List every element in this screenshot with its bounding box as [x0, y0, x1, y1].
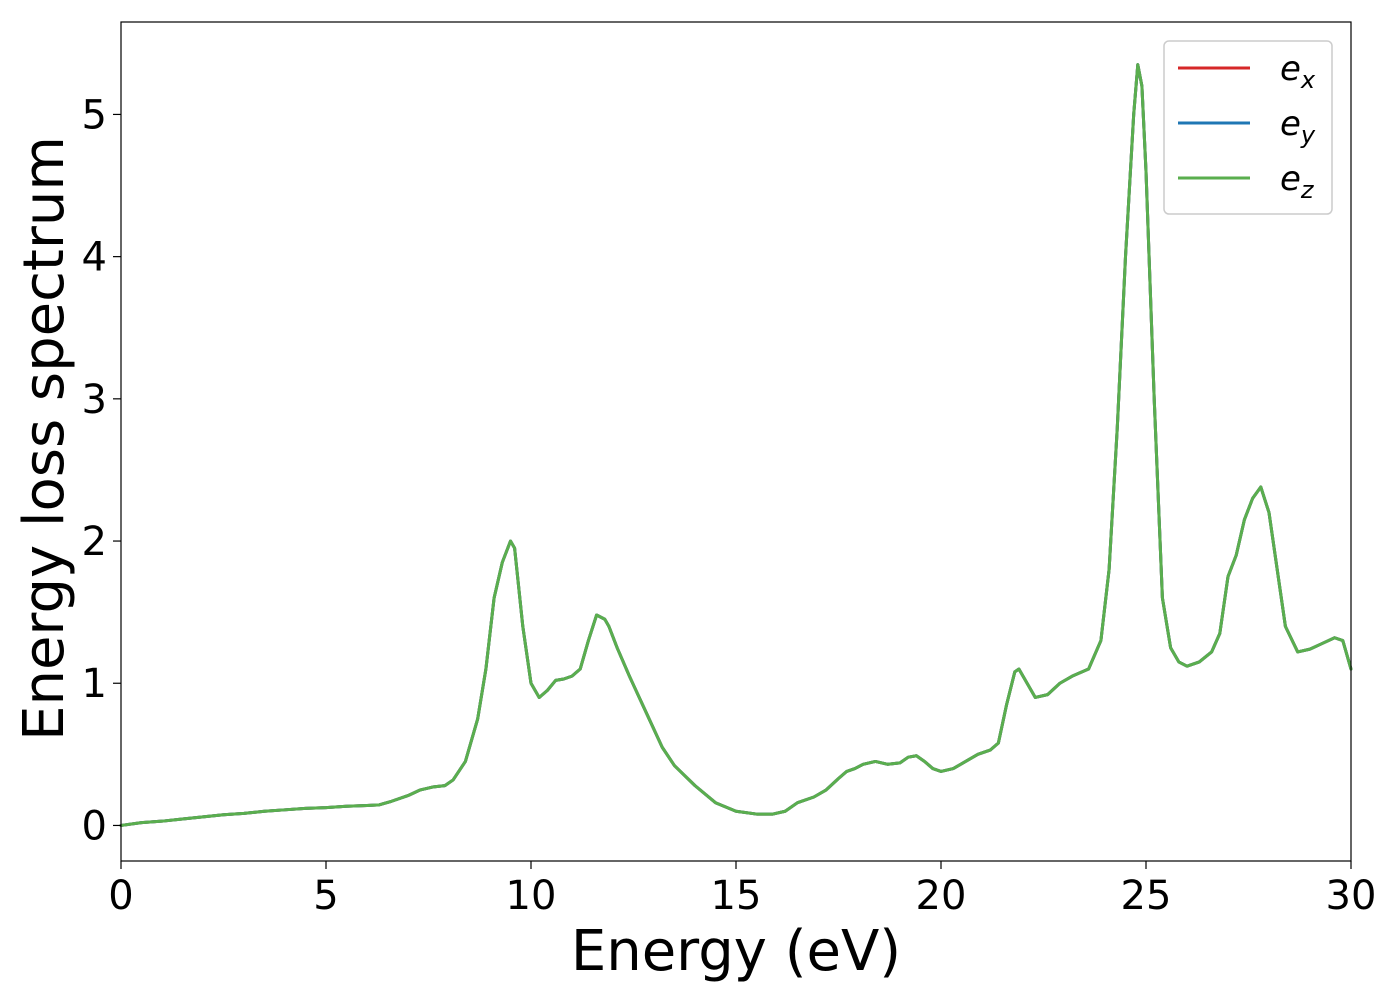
- y-axis-label: Energy loss spectrum: [12, 136, 77, 741]
- series-line-2: [119, 63, 1353, 827]
- legend-box: [1163, 40, 1333, 215]
- x-tick-label: 15: [711, 873, 762, 919]
- x-tick-label: 20: [916, 873, 967, 919]
- x-axis-label: Energy (eV): [571, 919, 901, 984]
- x-tick-label: 25: [1121, 873, 1172, 919]
- x-tick-label: 10: [506, 873, 557, 919]
- x-tick-label: 30: [1326, 873, 1377, 919]
- ticks-layer: 0 5 10 15 20 25 30 0 1 2 3 4 5: [82, 92, 1377, 919]
- y-tick-label: 1: [82, 661, 107, 707]
- y-tick-label: 4: [82, 235, 107, 281]
- x-tick-label: 0: [108, 873, 133, 919]
- x-tick-label: 5: [313, 873, 338, 919]
- series-layer: [119, 63, 1353, 827]
- y-tick-label: 3: [82, 377, 107, 423]
- y-tick-label: 2: [82, 519, 107, 565]
- y-tick-label: 5: [82, 92, 107, 138]
- y-tick-label: 0: [82, 803, 107, 849]
